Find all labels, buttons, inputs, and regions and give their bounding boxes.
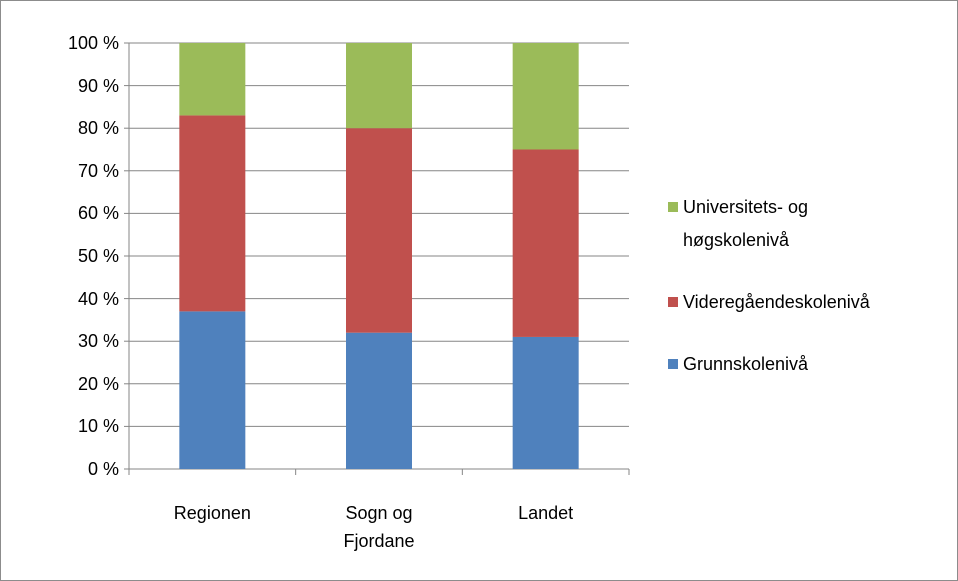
bar-segment [346,43,412,129]
legend-entry: Videregåendeskolenivå [668,286,883,319]
legend-label: Grunnskolenivå [683,354,809,374]
x-tick-label: Sogn og Fjordane [343,503,415,551]
bar-segment [179,311,246,469]
legend-swatch [668,359,678,369]
bar-segment [179,115,246,312]
bar-segment [512,43,579,150]
x-tick-label: Landet [518,503,574,523]
legend: Universitets- og høgskolenivå Videregåend… [668,191,883,381]
legend-entry: Grunnskolenivå [668,348,883,381]
y-tick-label: 40 % [77,288,119,309]
bar-segment [179,43,246,116]
legend-swatch [668,297,678,307]
y-tick-label: 20 % [77,373,119,394]
legend-label: Videregåendeskolenivå [683,292,870,312]
y-tick-label: 10 % [77,416,119,437]
bar-segment [346,332,412,469]
bar-segment [346,128,412,333]
y-tick-label: 80 % [77,118,119,139]
y-tick-label: 100 % [67,33,119,53]
y-tick-label: 0 % [87,459,119,479]
legend-swatch [668,202,678,212]
y-tick-label: 90 % [77,75,119,96]
bar-segment [512,149,579,337]
y-tick-label: 50 % [77,246,119,266]
y-tick-label: 70 % [77,160,119,181]
y-tick-label: 30 % [77,331,119,352]
bar-segment [512,336,579,469]
x-tick-label: Regionen [173,503,251,523]
legend-label: Universitets- og høgskolenivå [683,197,809,250]
legend-entry: Universitets- og høgskolenivå [668,191,883,257]
y-tick-label: 60 % [77,203,119,224]
